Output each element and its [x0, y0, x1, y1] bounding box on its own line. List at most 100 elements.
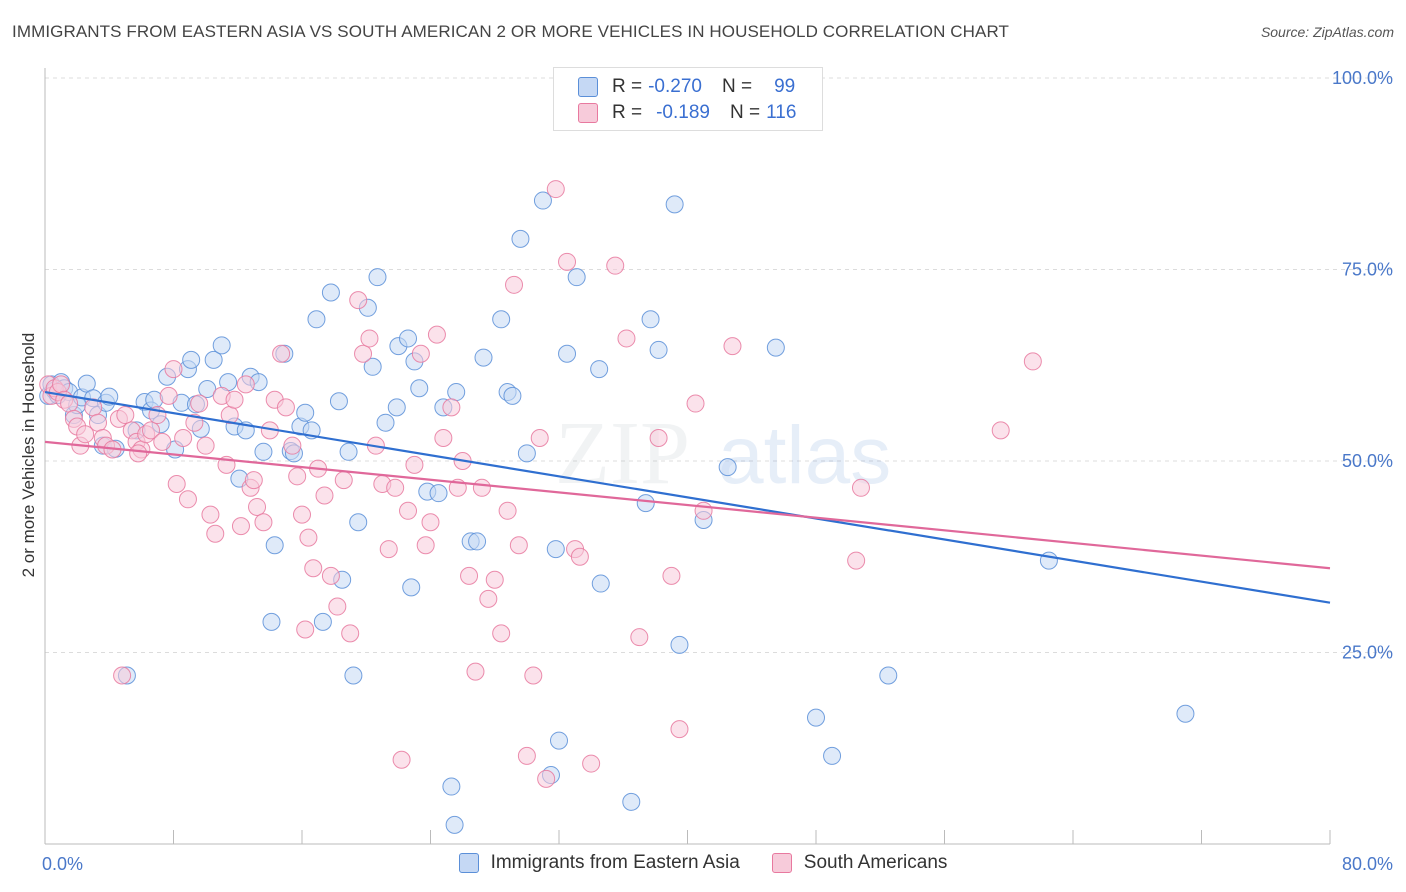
data-point	[376, 413, 395, 432]
trend-line	[44, 390, 1331, 604]
pink-swatch-icon	[771, 853, 792, 873]
data-point	[479, 589, 498, 608]
data-point	[164, 360, 183, 379]
data-point	[466, 662, 485, 681]
data-point	[379, 540, 398, 559]
data-point	[807, 708, 825, 727]
data-point	[225, 390, 244, 409]
data-point	[472, 478, 491, 497]
data-point	[116, 406, 135, 425]
data-point	[248, 497, 267, 516]
data-point	[167, 474, 186, 493]
legend-label: Immigrants from Eastern Asia	[490, 852, 740, 873]
series-south-americans	[39, 180, 1042, 788]
data-point	[159, 386, 178, 405]
data-point	[190, 394, 209, 413]
stats-row-eastern-asia: R = -0.270 N = 99	[578, 75, 795, 99]
data-point	[368, 268, 387, 287]
data-point	[445, 815, 464, 834]
grid-lines	[45, 77, 1392, 653]
data-point	[334, 471, 353, 490]
data-point	[296, 620, 315, 639]
data-point	[442, 777, 461, 796]
data-point	[52, 375, 71, 394]
data-point	[670, 635, 689, 654]
data-point	[212, 336, 231, 355]
y-tick-label: 25.0%	[1342, 643, 1393, 663]
data-point	[307, 310, 326, 329]
data-point	[254, 442, 273, 461]
data-point	[174, 429, 193, 448]
data-point	[339, 442, 358, 461]
bottom-legend: Immigrants from Eastern Asia South Ameri…	[0, 852, 1406, 874]
x-tick-label: 80.0%	[1342, 854, 1393, 874]
data-point	[505, 275, 524, 294]
data-point	[670, 720, 689, 739]
data-point	[405, 455, 424, 474]
trend-lines	[44, 390, 1331, 604]
data-point	[591, 574, 610, 593]
data-point	[1023, 352, 1042, 371]
axes	[44, 68, 1331, 845]
x-tick-label: 0.0%	[42, 854, 83, 874]
data-point	[847, 551, 866, 570]
data-point	[315, 486, 334, 505]
data-point	[511, 229, 530, 248]
data-point	[283, 436, 302, 455]
data-point	[503, 386, 522, 405]
data-point	[427, 325, 446, 344]
data-point	[399, 329, 418, 348]
data-point	[341, 624, 360, 643]
data-point	[533, 191, 552, 210]
data-point	[723, 337, 742, 356]
data-point	[392, 750, 411, 769]
data-point	[662, 566, 681, 585]
data-point	[129, 444, 148, 463]
data-point	[344, 666, 363, 685]
r-label: R =	[612, 102, 643, 123]
data-point	[178, 490, 197, 509]
stats-row-south-americans: R = -0.189 N = 116	[578, 101, 796, 125]
data-point	[517, 746, 536, 765]
data-point	[182, 350, 201, 369]
data-point	[622, 792, 641, 811]
data-point	[617, 329, 636, 348]
data-point	[296, 403, 315, 422]
data-point	[142, 421, 161, 440]
data-point	[460, 566, 479, 585]
data-point	[204, 350, 223, 369]
n-label: N =	[721, 76, 753, 97]
legend-label: South Americans	[803, 852, 948, 873]
data-point	[590, 360, 609, 379]
data-point	[492, 624, 511, 643]
data-point	[262, 612, 281, 631]
data-point	[421, 513, 440, 532]
chart-title: IMMIGRANTS FROM EASTERN ASIA VS SOUTH AM…	[12, 22, 1010, 41]
n-value: 116	[766, 102, 797, 123]
data-point	[991, 421, 1010, 440]
r-value: -0.189	[656, 102, 710, 123]
data-point	[694, 501, 713, 520]
data-point	[288, 467, 307, 486]
data-point	[410, 379, 429, 398]
data-point	[399, 501, 418, 520]
r-value: -0.270	[648, 76, 702, 97]
data-point	[766, 338, 785, 357]
data-point	[442, 398, 461, 417]
data-point	[546, 180, 565, 199]
data-point	[387, 398, 406, 417]
data-point	[550, 731, 568, 750]
data-point	[321, 283, 340, 302]
data-point	[254, 513, 273, 532]
data-point	[823, 746, 842, 765]
data-point	[265, 536, 284, 555]
data-point	[198, 379, 217, 398]
n-value: 99	[774, 76, 796, 97]
data-point	[468, 532, 487, 551]
data-point	[447, 383, 466, 402]
data-point	[416, 536, 435, 555]
data-point	[537, 769, 556, 788]
data-point	[354, 344, 373, 363]
data-point	[206, 524, 225, 543]
